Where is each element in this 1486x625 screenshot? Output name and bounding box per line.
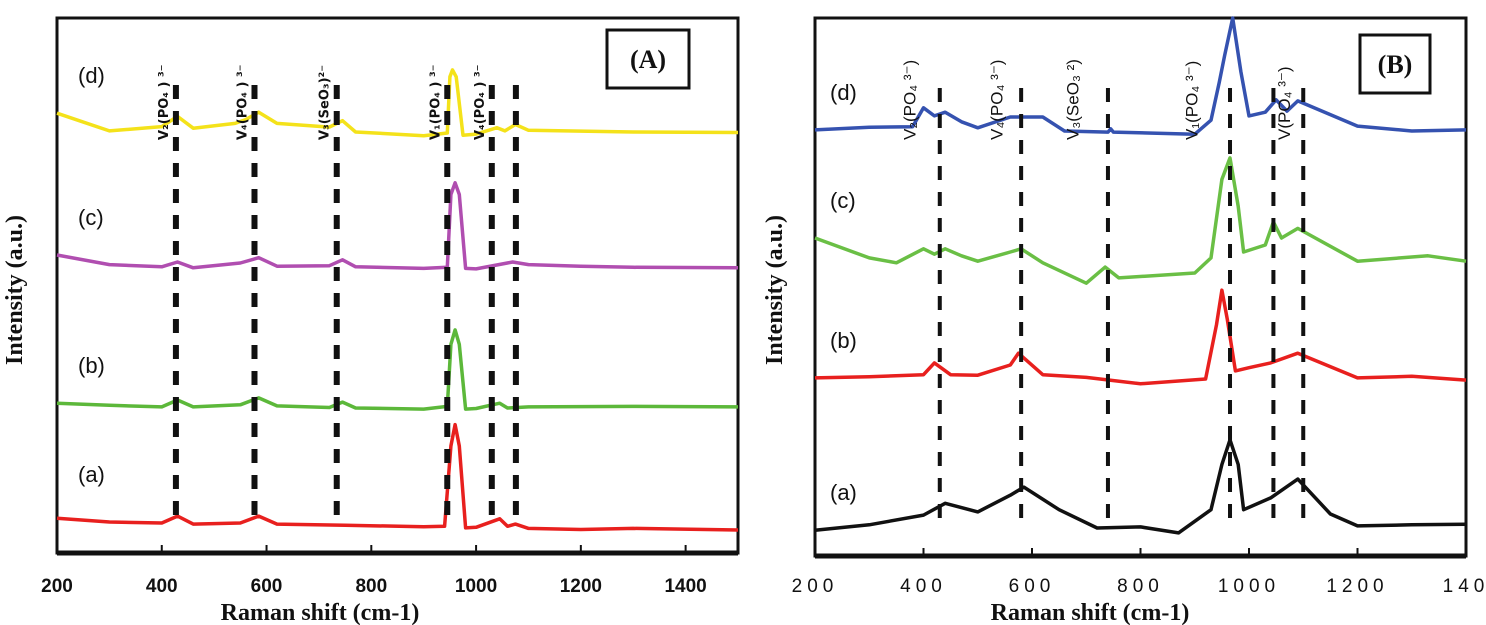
x-tick-label: 400 <box>900 576 947 597</box>
band-annotation: V(PO₄ ³⁻) <box>1275 66 1294 140</box>
x-tick-label: 600 <box>1009 576 1056 597</box>
x-axis-label: Raman shift (cm-1) <box>991 600 1190 625</box>
series-line-a <box>56 422 739 532</box>
band-annotation: V₃(SeO₃)²⁻ <box>318 65 333 140</box>
x-tick-label: 1000 <box>1218 576 1280 597</box>
y-axis-label: Intensity (a.u.) <box>762 215 788 365</box>
x-tick-label: 1400 <box>664 576 706 597</box>
series-label: (d) <box>78 63 105 88</box>
band-annotation: V₁(PO₄ ) ³⁻ <box>428 64 443 140</box>
x-tick-label: 200 <box>41 576 73 597</box>
x-tick-label: 1200 <box>560 576 602 597</box>
series-label: (c) <box>78 205 104 230</box>
band-annotation: V₄(PO₄ ) ³⁻ <box>473 64 488 140</box>
band-annotation: V₂(PO₄ ³⁻) <box>901 60 920 140</box>
series-line-c <box>814 156 1467 285</box>
x-axis-label: Raman shift (cm-1) <box>221 600 420 625</box>
x-tick-label: 600 <box>251 576 283 597</box>
x-tick-label: 200 <box>792 576 839 597</box>
series-line-a <box>814 438 1467 535</box>
x-tick-label: 800 <box>1117 576 1164 597</box>
band-annotation: V₄(PO₄ ³⁻) <box>987 60 1006 140</box>
series-label: (b) <box>830 328 857 353</box>
series-line-c <box>56 181 739 271</box>
x-tick-label: 800 <box>355 576 387 597</box>
band-annotation: V₂(PO₄ ) ³⁻ <box>157 64 172 140</box>
series-label: (d) <box>830 80 857 105</box>
band-annotation: V₁(PO₄ ³⁻) <box>1183 61 1202 140</box>
panel-label-box <box>1358 33 1432 95</box>
series-label: (a) <box>830 480 857 505</box>
x-tick-label: 400 <box>146 576 178 597</box>
x-tick-label: 1000 <box>455 576 497 597</box>
panel-label: (A) <box>630 45 666 74</box>
series-line-b <box>814 288 1467 386</box>
panel-label-box <box>605 28 691 90</box>
series-label: (c) <box>830 188 856 213</box>
band-annotation: V₃(SeO₃ ²) <box>1063 59 1082 140</box>
x-tick-label: 140 <box>1443 576 1486 597</box>
x-tick-label: 1200 <box>1326 576 1388 597</box>
series-line-d <box>56 68 739 138</box>
y-axis-label: Intensity (a.u.) <box>2 215 28 365</box>
panel-a: 200 400 600 800 1000 1200 1400 Raman shift (cm-… <box>2 16 740 625</box>
panel-b: 200 400 600 800 1000 1200 140 Raman shift (cm-1… <box>762 16 1486 625</box>
panel-label: (B) <box>1378 50 1413 79</box>
series-line-b <box>56 328 739 411</box>
series-label: (b) <box>78 353 105 378</box>
band-annotation: V₄(PO₄ ) ³⁻ <box>235 64 250 140</box>
series-label: (a) <box>78 462 105 487</box>
